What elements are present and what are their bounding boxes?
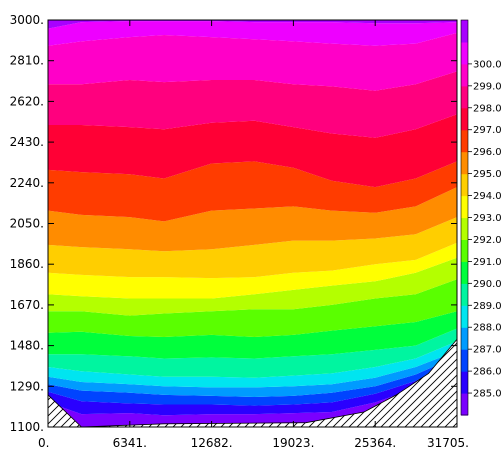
colorbar-label: 291.0 — [473, 257, 502, 268]
contour-band — [48, 187, 457, 252]
y-tick-label: 2810. — [10, 54, 44, 68]
colorbar-label: 299.0 — [473, 81, 502, 92]
colorbar-swatch — [461, 173, 468, 197]
y-tick-label: 2620. — [10, 94, 44, 108]
colorbar-swatch — [461, 305, 468, 328]
contour-band — [48, 20, 457, 29]
contour-band — [48, 360, 457, 416]
x-tick-label: 6341. — [113, 436, 147, 450]
contour-band — [48, 21, 457, 46]
contour-band — [48, 367, 457, 427]
colorbar-swatch — [461, 283, 468, 306]
contour-band — [48, 311, 457, 359]
colorbar-swatch — [461, 41, 468, 65]
colorbar-swatch — [461, 20, 468, 43]
colorbar-label: 286.0 — [473, 367, 502, 378]
x-tick-label: 31705. — [427, 436, 469, 450]
colorbar-swatch — [461, 349, 468, 372]
colorbar-swatch — [461, 239, 468, 262]
contour-band — [48, 217, 457, 279]
colorbar-label: 300.0 — [473, 59, 502, 70]
colorbar-label: 296.0 — [473, 147, 502, 158]
y-tick-label: 2050. — [10, 217, 44, 231]
x-tick-label: 12682. — [191, 436, 233, 450]
colorbar-label: 298.0 — [473, 103, 502, 114]
terrain-hatched — [48, 338, 457, 427]
y-tick-label: 3000. — [10, 13, 44, 27]
colorbar: 285.0 286.0 287.0 288.0 289.0 290.0 291.0 292.0… — [460, 19, 502, 416]
colorbar-swatch — [461, 195, 468, 219]
colorbar-label: 292.0 — [473, 235, 502, 246]
y-tick-label: 1670. — [10, 298, 44, 312]
x-tick-label: 19023. — [272, 436, 314, 450]
colorbar-label: 287.0 — [473, 345, 502, 356]
x-tick-label: 25364. — [354, 436, 396, 450]
y-tick-label: 1100. — [10, 420, 44, 434]
colorbar-swatch — [461, 107, 468, 131]
colorbar-label: 295.0 — [473, 169, 502, 180]
colorbar-swatch — [461, 261, 468, 284]
contour-band — [48, 351, 457, 397]
contour-band — [48, 71, 457, 138]
colorbar-swatch — [461, 85, 468, 109]
y-tick-label: 2430. — [10, 135, 44, 149]
colorbar-swatch — [461, 63, 468, 87]
contour-band — [48, 32, 457, 91]
colorbar-swatch — [461, 129, 468, 153]
contour-band — [48, 257, 457, 316]
colorbar-swatch — [461, 217, 468, 240]
colorbar-label: 290.0 — [473, 279, 502, 290]
axes: 1100. 1290. 1480. 1670. 1860. 2050. 2240. 2430.… — [10, 13, 469, 450]
colorbar-label: 294.0 — [473, 191, 502, 202]
contour-band — [48, 279, 457, 337]
y-tick-label: 1480. — [10, 339, 44, 353]
y-tick-label: 1860. — [10, 257, 44, 271]
colorbar-label: 293.0 — [473, 213, 502, 224]
plot-area — [48, 20, 457, 427]
contour-band — [48, 328, 457, 378]
contour-band — [48, 242, 457, 299]
colorbar-label: 288.0 — [473, 323, 502, 334]
colorbar-swatch — [461, 371, 468, 394]
x-tick-label: 0. — [38, 436, 49, 450]
colorbar-label: 289.0 — [473, 301, 502, 312]
y-tick-label: 2240. — [10, 176, 44, 190]
colorbar-label: 285.0 — [473, 389, 502, 400]
colorbar-swatch — [461, 151, 468, 175]
colorbar-label: 297.0 — [473, 125, 502, 136]
contour-band — [48, 341, 457, 388]
contour-band — [48, 356, 457, 406]
colorbar-swatch — [461, 393, 468, 416]
contour-band — [48, 161, 457, 222]
contour-band — [48, 114, 457, 188]
colorbar-swatch — [461, 327, 468, 350]
y-tick-label: 1290. — [10, 379, 44, 393]
